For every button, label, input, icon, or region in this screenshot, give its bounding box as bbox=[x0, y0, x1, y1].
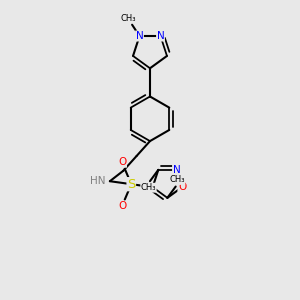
Text: N: N bbox=[157, 31, 164, 41]
Text: N: N bbox=[172, 165, 180, 175]
Text: CH₃: CH₃ bbox=[141, 183, 156, 192]
Text: CH₃: CH₃ bbox=[121, 14, 136, 23]
Text: S: S bbox=[127, 178, 136, 191]
Text: HN: HN bbox=[90, 176, 105, 186]
Text: N: N bbox=[136, 31, 143, 41]
Text: O: O bbox=[118, 157, 127, 167]
Text: O: O bbox=[118, 201, 127, 211]
Text: CH₃: CH₃ bbox=[169, 176, 185, 184]
Text: O: O bbox=[178, 182, 186, 192]
